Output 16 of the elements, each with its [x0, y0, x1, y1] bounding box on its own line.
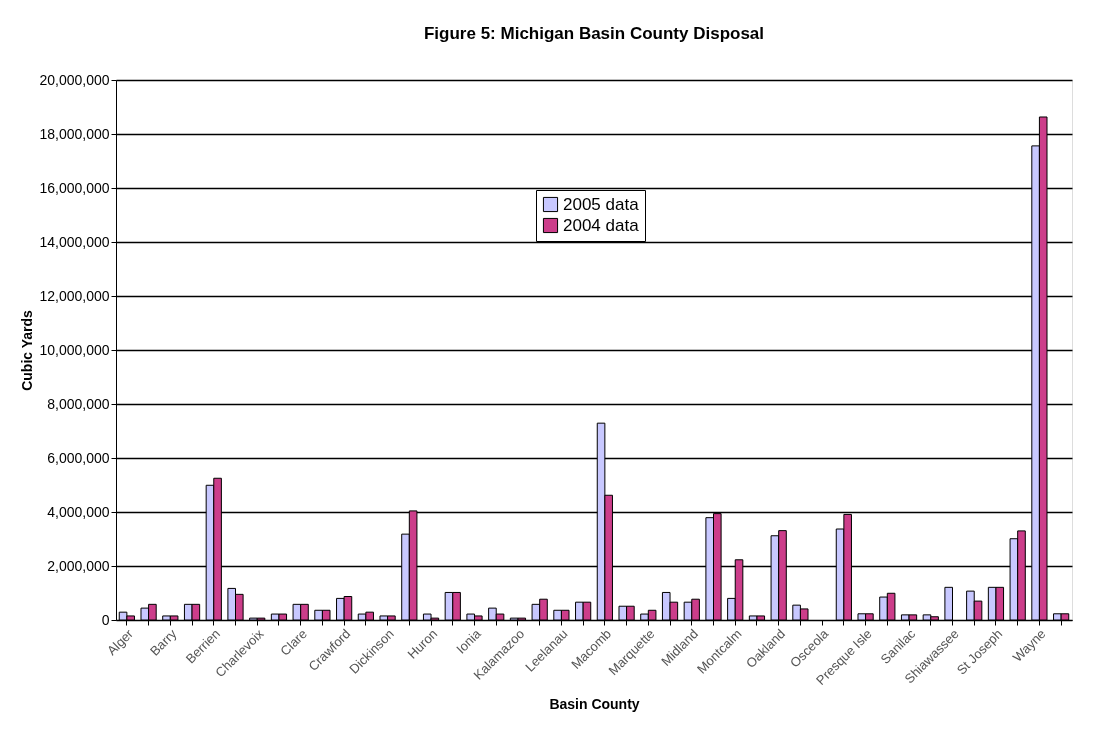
y-tick-label: 0	[101, 611, 110, 628]
legend-label: 2004 data	[563, 215, 640, 235]
y-tick-label: 2,000,000	[47, 557, 110, 574]
y-tick-label: 14,000,000	[39, 233, 110, 250]
chart-title: Figure 5: Michigan Basin County Disposal	[423, 24, 765, 43]
y-tick-label: 6,000,000	[47, 449, 110, 466]
legend-label: 2005 data	[563, 194, 640, 214]
y-tick-label: 4,000,000	[47, 503, 110, 520]
y-tick-label: 12,000,000	[39, 287, 110, 304]
x-axis-title: Basin County	[549, 695, 640, 712]
y-axis-title: Cubic Yards	[19, 309, 36, 391]
y-tick-label: 10,000,000	[39, 341, 110, 358]
y-tick-label: 8,000,000	[47, 395, 110, 412]
y-tick-label: 18,000,000	[39, 125, 110, 142]
y-tick-label: 20,000,000	[39, 71, 110, 88]
y-tick-label: 16,000,000	[39, 179, 110, 196]
